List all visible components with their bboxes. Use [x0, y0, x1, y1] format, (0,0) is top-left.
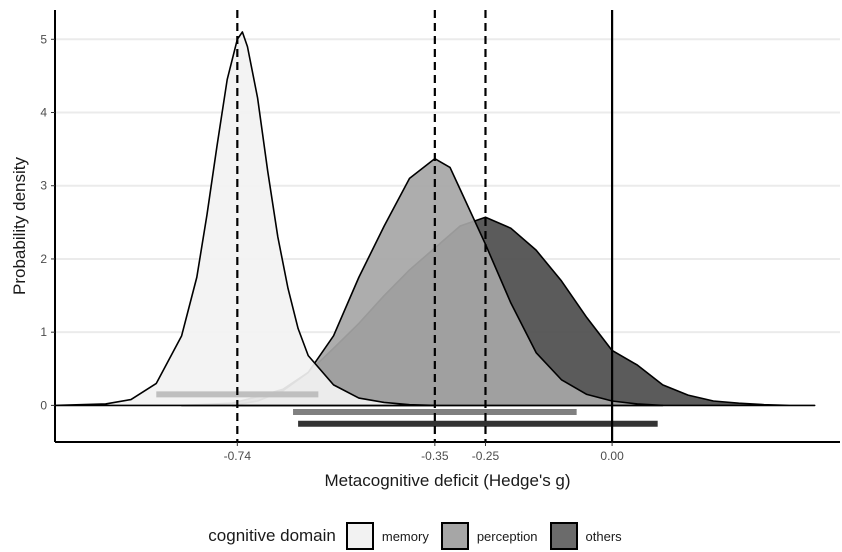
y-tick-label: 4 [40, 106, 47, 120]
legend-key-memory [346, 522, 374, 550]
legend-title: cognitive domain [208, 526, 336, 546]
y-tick-label: 2 [40, 252, 47, 266]
legend-key-perception [441, 522, 469, 550]
legend-label-memory: memory [382, 529, 429, 544]
y-tick-label: 5 [40, 32, 47, 46]
x-tick-label: -0.35 [421, 449, 449, 463]
y-tick-label: 1 [40, 325, 47, 339]
legend-label-perception: perception [477, 529, 538, 544]
legend: cognitive domain memory perception other… [0, 520, 842, 552]
y-tick-label: 0 [40, 398, 47, 412]
x-tick-label: 0.00 [600, 449, 624, 463]
legend-label-others: others [586, 529, 622, 544]
x-axis-title: Metacognitive deficit (Hedge's g) [324, 471, 570, 490]
x-tick-label: -0.25 [472, 449, 500, 463]
y-axis-title: Probability density [10, 157, 29, 295]
x-tick-label: -0.74 [224, 449, 252, 463]
y-tick-label: 3 [40, 179, 47, 193]
density-plot: 0 1 2 3 4 5 -0.74 -0.35 -0.25 0.00 Metacognitive … [0, 0, 842, 520]
legend-key-others [550, 522, 578, 550]
